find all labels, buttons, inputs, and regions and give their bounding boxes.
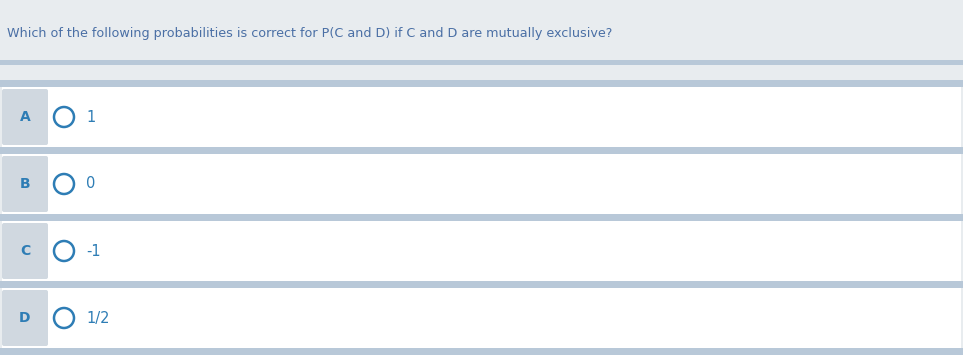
FancyBboxPatch shape: [0, 214, 963, 221]
FancyBboxPatch shape: [2, 154, 961, 214]
FancyBboxPatch shape: [2, 89, 48, 145]
Text: 1/2: 1/2: [86, 311, 110, 326]
Text: 1: 1: [86, 109, 95, 125]
Text: -1: -1: [86, 244, 100, 258]
FancyBboxPatch shape: [0, 0, 963, 60]
FancyBboxPatch shape: [2, 223, 48, 279]
FancyBboxPatch shape: [2, 221, 961, 281]
Text: D: D: [19, 311, 31, 325]
FancyBboxPatch shape: [0, 80, 963, 87]
FancyBboxPatch shape: [0, 348, 963, 355]
Text: 0: 0: [86, 176, 95, 191]
Text: B: B: [19, 177, 30, 191]
FancyBboxPatch shape: [0, 147, 963, 154]
FancyBboxPatch shape: [2, 290, 48, 346]
Text: C: C: [20, 244, 30, 258]
FancyBboxPatch shape: [2, 288, 961, 348]
Text: Which of the following probabilities is correct for P(C and D) if C and D are mu: Which of the following probabilities is …: [7, 27, 612, 39]
FancyBboxPatch shape: [2, 87, 961, 147]
Text: A: A: [19, 110, 31, 124]
FancyBboxPatch shape: [0, 281, 963, 288]
FancyBboxPatch shape: [2, 156, 48, 212]
FancyBboxPatch shape: [0, 60, 963, 65]
